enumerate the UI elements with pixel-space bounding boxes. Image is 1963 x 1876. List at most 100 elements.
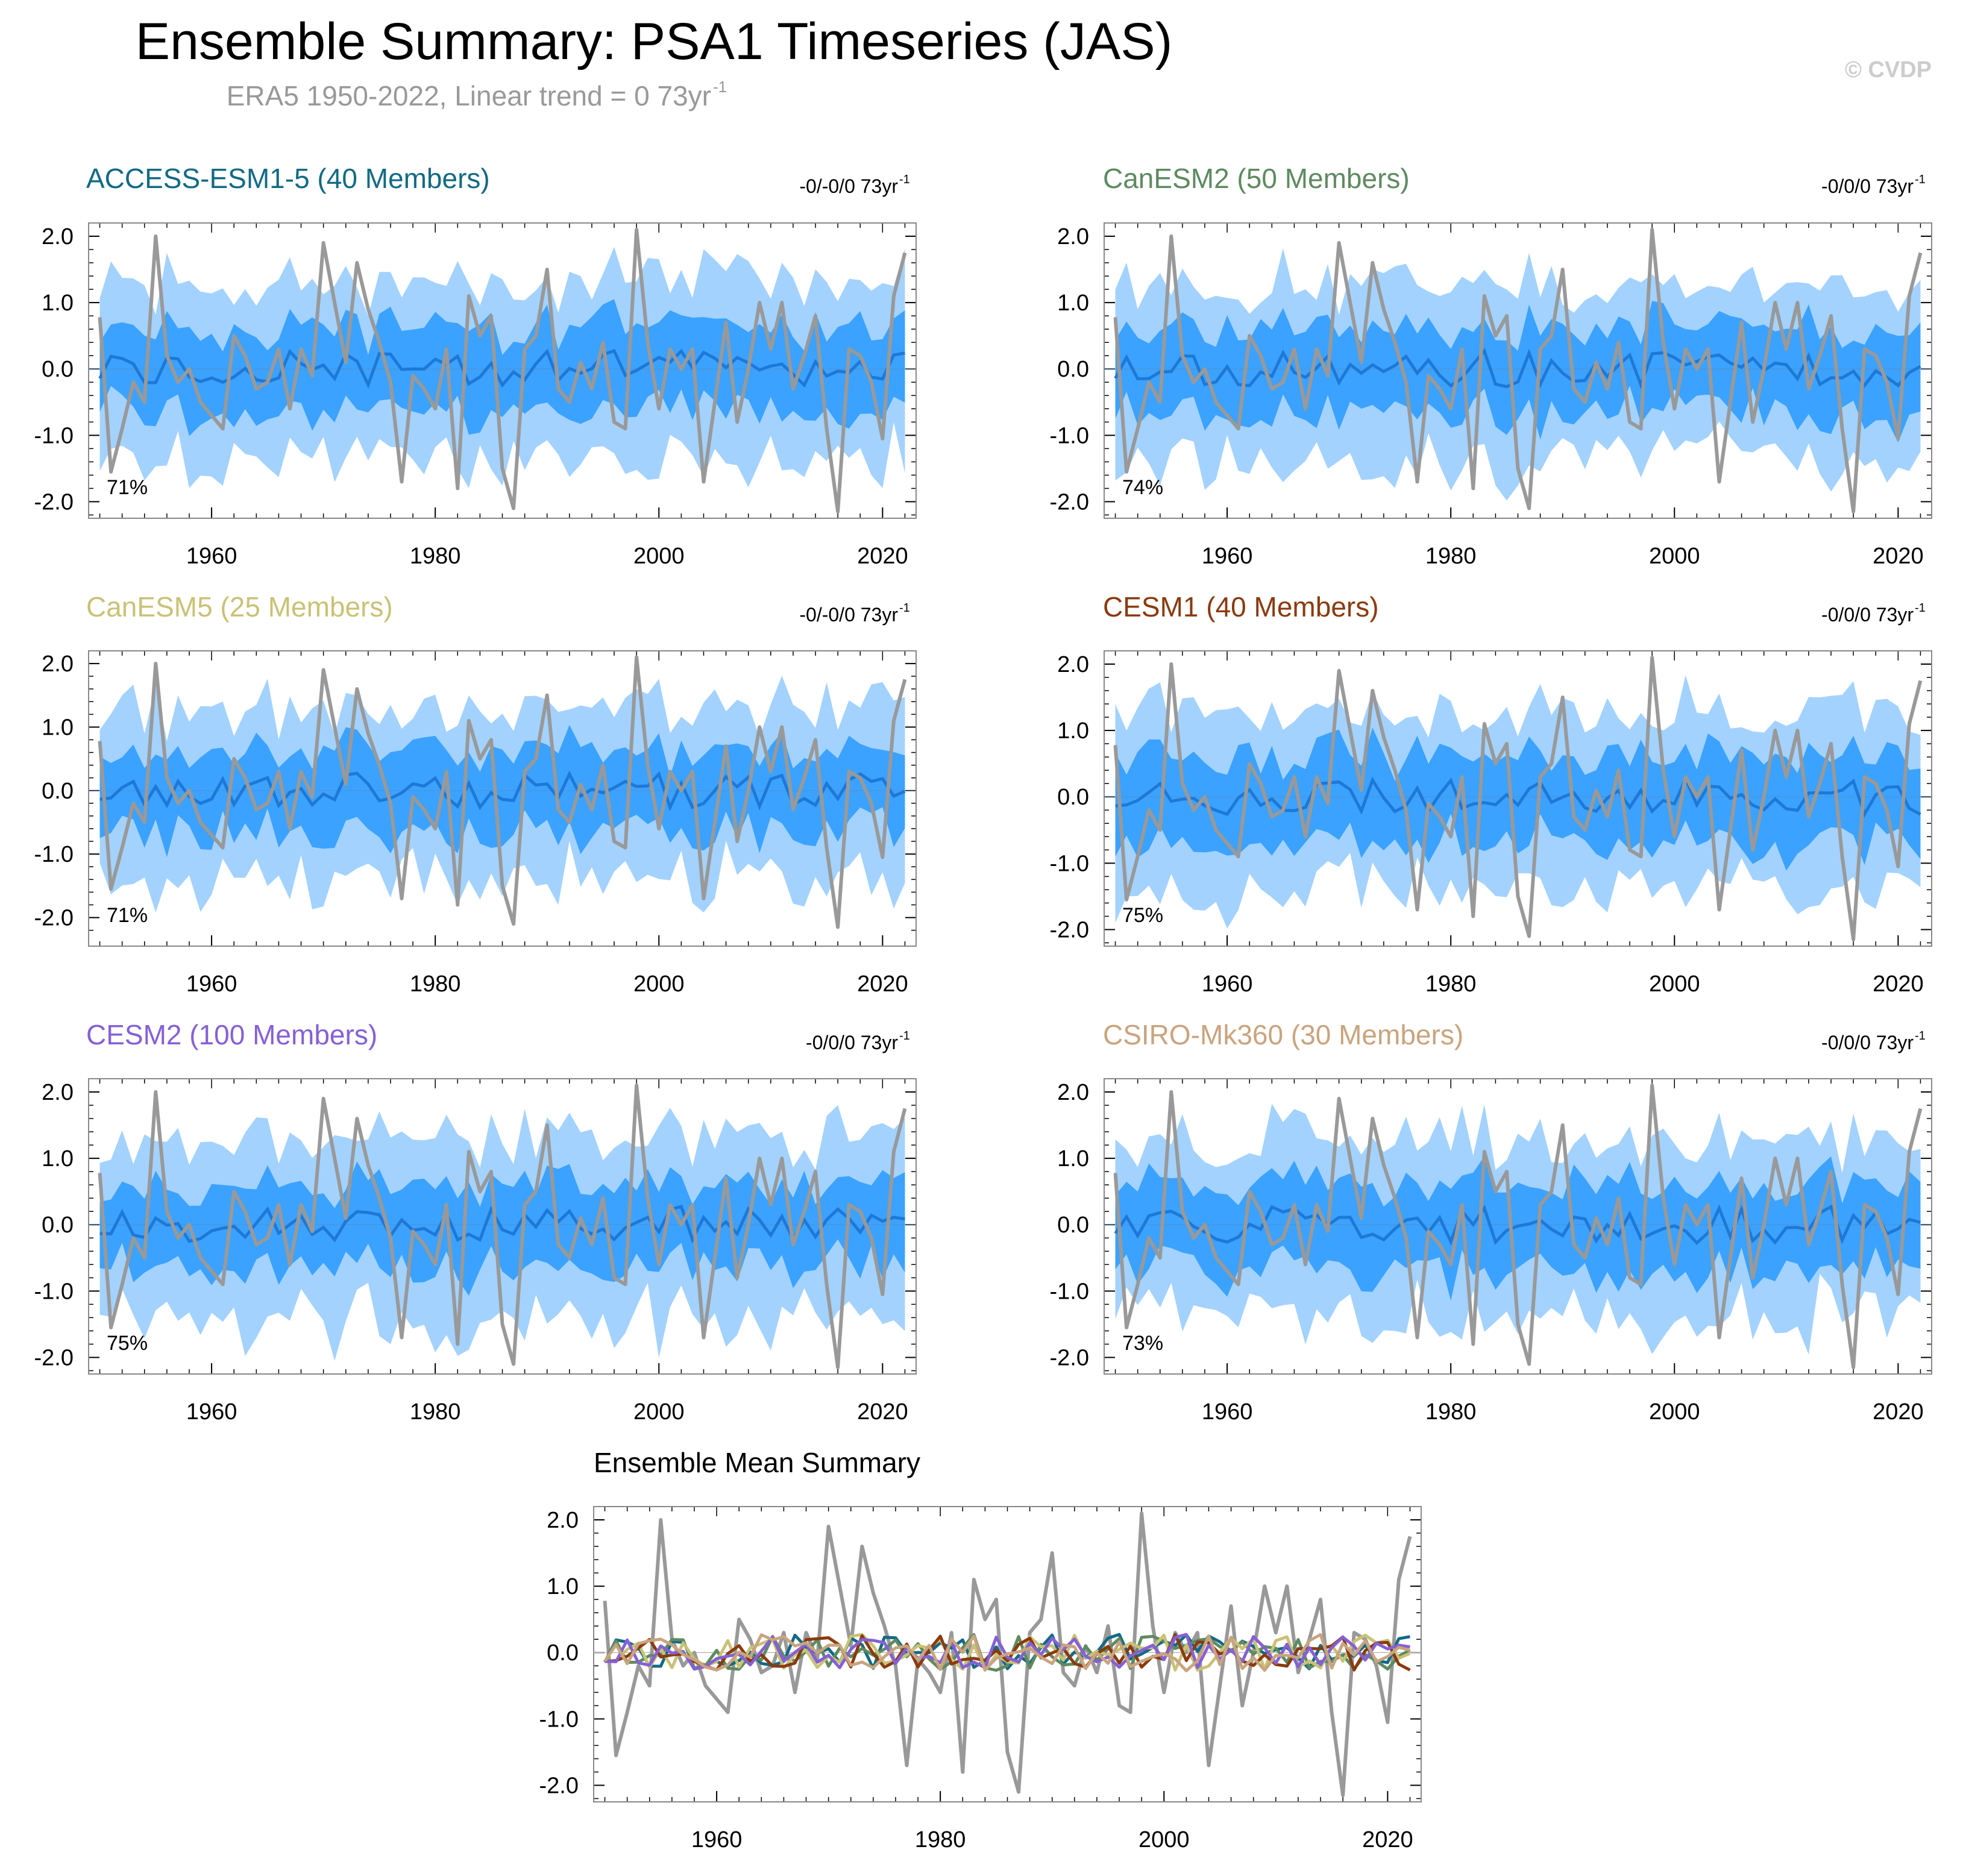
y-tick-label: 1.0 bbox=[547, 1574, 579, 1599]
panel-3: CanESM5 (25 Members) -0/-0/0 73yr -1 1960 19… bbox=[34, 591, 917, 997]
x-tick-label: 2020 bbox=[1873, 971, 1924, 997]
era5-observation-line bbox=[1113, 1084, 1923, 1369]
y-tick-label: -1.0 bbox=[34, 1279, 74, 1304]
y-tick-label: 2.0 bbox=[1057, 652, 1089, 677]
panel-5: CESM2 (100 Members) -0/0/0 73yr -1 1960 1980… bbox=[34, 1019, 917, 1425]
y-tick-label: -2.0 bbox=[539, 1773, 579, 1798]
era5-observation-line bbox=[1113, 656, 1923, 941]
panel-title: CanESM2 (50 Members) bbox=[1103, 163, 1410, 194]
plot-frame bbox=[593, 1506, 1422, 1802]
panel-trend-exponent: -1 bbox=[899, 601, 910, 615]
panel-trend-label: -0/0/0 73yr bbox=[1821, 175, 1914, 197]
ensemble-mean-line bbox=[98, 348, 905, 389]
x-tick-label: 2000 bbox=[1649, 544, 1700, 569]
x-tick-label: 2020 bbox=[1873, 544, 1924, 569]
ensemble-mean-line bbox=[1114, 1204, 1921, 1246]
x-tick-label: 1980 bbox=[410, 1399, 461, 1425]
panel-2: CanESM2 (50 Members) -0/0/0 73yr -1 1960 198… bbox=[1050, 163, 1932, 569]
panel-trend-label: -0/-0/0 73yr bbox=[799, 604, 898, 626]
y-tick-label: 1.0 bbox=[1057, 1146, 1089, 1172]
plot-area bbox=[89, 228, 916, 513]
x-tick-label: 2000 bbox=[1139, 1827, 1190, 1852]
y-tick-label: 2.0 bbox=[42, 651, 74, 677]
y-tick-label: -1.0 bbox=[1050, 423, 1089, 448]
plot-frame bbox=[1104, 1078, 1932, 1375]
plot-frame bbox=[88, 650, 917, 947]
plot-area bbox=[89, 655, 916, 929]
plot-frame bbox=[1104, 222, 1932, 519]
panel-6: CSIRO-Mk360 (30 Members) -0/0/0 73yr -1 196… bbox=[1050, 1019, 1932, 1425]
y-tick-label: -1.0 bbox=[34, 423, 74, 448]
plot-frame bbox=[88, 1078, 917, 1375]
panel-trend-label: -0/0/0 73yr bbox=[806, 1032, 898, 1053]
x-tick-label: 1980 bbox=[1425, 971, 1477, 997]
ensemble-inner-band bbox=[1115, 727, 1921, 871]
ensemble-mean-line bbox=[1114, 348, 1921, 389]
y-tick-label: -2.0 bbox=[34, 489, 74, 515]
y-tick-label: -1.0 bbox=[1050, 851, 1089, 876]
ensemble-inner-band bbox=[1115, 1156, 1921, 1301]
x-tick-label: 1960 bbox=[691, 1827, 743, 1852]
y-tick-label: 1.0 bbox=[42, 1146, 74, 1172]
cvdp-copyright: © CVDP bbox=[1845, 57, 1932, 83]
x-tick-label: 1980 bbox=[410, 544, 461, 569]
y-tick-label: 1.0 bbox=[42, 290, 74, 316]
x-tick-label: 1960 bbox=[1202, 544, 1253, 569]
x-tick-label: 1960 bbox=[1202, 1399, 1253, 1425]
x-tick-label: 1980 bbox=[410, 971, 461, 997]
y-tick-label: 2.0 bbox=[42, 1080, 74, 1105]
y-tick-label: -2.0 bbox=[1050, 1345, 1089, 1370]
panel-7: Ensemble Mean Summary 1960 1980 2000 2020 2.0… bbox=[539, 1447, 1422, 1852]
plot-area bbox=[1104, 1084, 1932, 1369]
figure-subtitle-exponent: -1 bbox=[713, 78, 727, 96]
plot-area bbox=[594, 1511, 1421, 1797]
era5-observation-line bbox=[98, 655, 907, 929]
y-tick-label: -1.0 bbox=[34, 842, 74, 867]
panel-title: CanESM5 (25 Members) bbox=[86, 591, 393, 623]
plot-area bbox=[1104, 656, 1932, 941]
panel-percent-label: 75% bbox=[1122, 904, 1163, 927]
panel-percent-label: 71% bbox=[107, 904, 148, 927]
y-tick-label: -2.0 bbox=[1050, 917, 1089, 943]
x-tick-label: 1960 bbox=[186, 1399, 237, 1425]
ensemble-inner-band bbox=[1115, 301, 1921, 443]
x-tick-label: 1980 bbox=[915, 1827, 966, 1852]
x-tick-label: 2020 bbox=[857, 544, 908, 569]
plot-area bbox=[1104, 228, 1932, 513]
x-tick-label: 1980 bbox=[1425, 1399, 1477, 1425]
x-tick-label: 2020 bbox=[1873, 1399, 1924, 1425]
panel-trend-label: -0/0/0 73yr bbox=[1821, 1032, 1914, 1053]
panel-title: CESM1 (40 Members) bbox=[1103, 591, 1379, 623]
ensemble-mean-line bbox=[99, 1205, 905, 1244]
y-tick-label: 1.0 bbox=[42, 715, 74, 740]
y-tick-label: 0.0 bbox=[547, 1640, 579, 1666]
y-tick-label: 0.0 bbox=[42, 779, 74, 804]
figure-title: Ensemble Summary: PSA1 Timeseries (JAS) bbox=[136, 13, 1173, 71]
panel-trend-exponent: -1 bbox=[1915, 601, 1926, 615]
panel-4: CESM1 (40 Members) -0/0/0 73yr -1 1960 1980 2… bbox=[1050, 591, 1932, 997]
y-tick-label: -1.0 bbox=[1050, 1279, 1089, 1304]
x-tick-label: 1980 bbox=[1425, 544, 1477, 569]
y-tick-label: -2.0 bbox=[34, 906, 74, 931]
era5-observation-line bbox=[98, 228, 907, 513]
y-tick-label: -2.0 bbox=[34, 1345, 74, 1370]
x-tick-label: 2000 bbox=[1649, 971, 1700, 997]
y-tick-label: 2.0 bbox=[547, 1508, 579, 1533]
panel-trend-exponent: -1 bbox=[1915, 173, 1926, 186]
x-tick-label: 1960 bbox=[1202, 971, 1253, 997]
panel-trend-exponent: -1 bbox=[1915, 1029, 1926, 1043]
x-tick-label: 2000 bbox=[633, 544, 685, 569]
panel-trend-label: -0/-0/0 73yr bbox=[799, 175, 898, 197]
y-tick-label: 0.0 bbox=[1057, 1212, 1089, 1238]
panel-trend-exponent: -1 bbox=[899, 173, 910, 186]
era5-observation-line bbox=[98, 1084, 907, 1369]
x-tick-label: 2020 bbox=[857, 1399, 908, 1425]
panel-percent-label: 74% bbox=[1122, 476, 1163, 499]
y-tick-label: 1.0 bbox=[1057, 718, 1089, 744]
ensemble-mean-line bbox=[99, 770, 906, 812]
x-tick-label: 2000 bbox=[633, 971, 685, 997]
y-tick-label: 0.0 bbox=[42, 357, 74, 382]
panel-percent-label: 75% bbox=[107, 1332, 148, 1355]
y-tick-label: 1.0 bbox=[1057, 290, 1089, 316]
